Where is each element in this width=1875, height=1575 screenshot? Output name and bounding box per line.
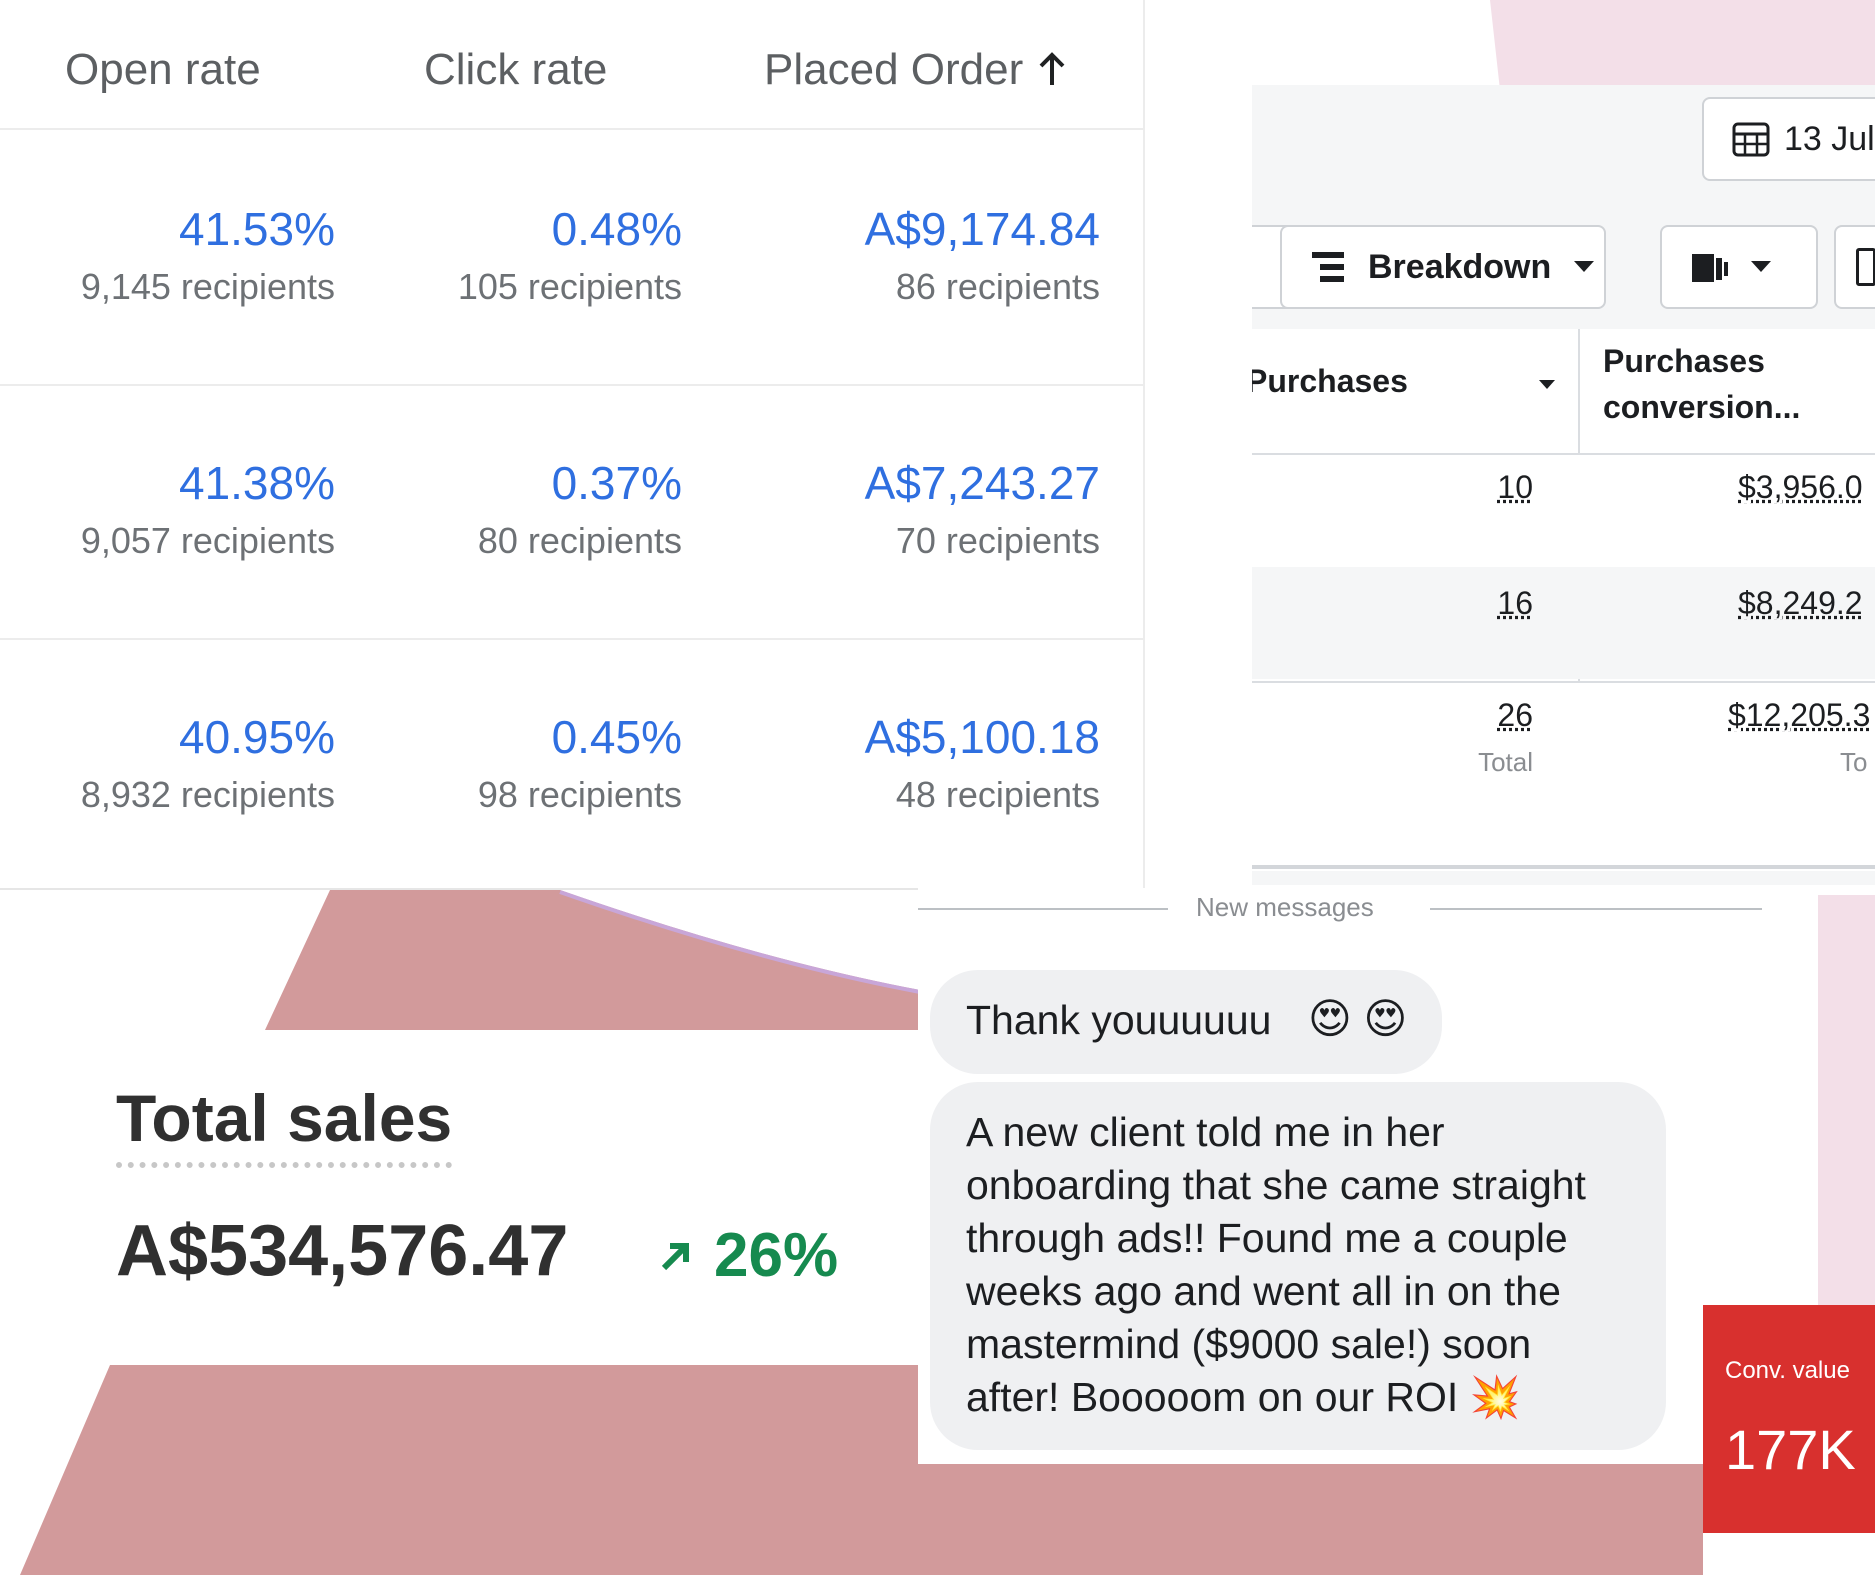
open-rate-header[interactable]: Open rate (65, 45, 261, 94)
table-row[interactable]: 10 $3,956.0 (1252, 455, 1875, 567)
table-row[interactable]: 41.38% 9,057 recipients 0.37% 80 recipie… (0, 384, 1143, 640)
conversion-value[interactable]: $8,249.2 (1738, 585, 1863, 621)
calendar-icon (1732, 122, 1770, 157)
placed-order-value[interactable]: A$5,100.18 (864, 711, 1100, 763)
message-bubble[interactable]: A new client told me in her onboarding t… (930, 1082, 1666, 1450)
purchases-value[interactable]: 16 (1497, 585, 1533, 621)
click-recipients: 105 recipients (457, 266, 682, 307)
message-line: onboarding that she came straight (966, 1162, 1586, 1208)
divider-line-right (1430, 908, 1762, 910)
order-recipients: 70 recipients (895, 520, 1100, 561)
open-rate-value[interactable]: 41.38% (178, 457, 335, 509)
placed-order-header-label: Placed Order (764, 45, 1024, 94)
table-row[interactable]: 40.95% 8,932 recipients 0.45% 98 recipie… (0, 638, 1143, 892)
message-line: after! Booooom on our ROI 💥 (966, 1371, 1586, 1424)
conversion-total[interactable]: $12,205.3 (1728, 697, 1871, 733)
rose-shape-mid (265, 890, 920, 1030)
message-bubble[interactable]: Thank youuuuuu 😍 😍 (930, 970, 1442, 1074)
click-recipients: 80 recipients (477, 520, 682, 561)
lilac-curve (559, 890, 921, 994)
open-recipients: 9,145 recipients (80, 266, 335, 307)
breakdown-icon (1312, 252, 1344, 282)
table-header: Purchases Purchases conversion... (1252, 329, 1875, 869)
message-text: Thank youuuuuu (966, 997, 1272, 1043)
breakdown-button[interactable]: Breakdown (1280, 225, 1606, 309)
open-rate-value[interactable]: 40.95% (178, 711, 335, 763)
table-header: Open rate Click rate Placed Order (0, 0, 1143, 130)
order-recipients: 48 recipients (895, 774, 1100, 815)
total-label: Total (1478, 747, 1533, 777)
date-range-button[interactable]: 13 Jul (1702, 97, 1875, 181)
pink-shape-top (1490, 0, 1875, 90)
message-text: A new client told me in her onboarding t… (966, 1106, 1586, 1424)
collision-emoji-icon: 💥 (1469, 1374, 1521, 1420)
conversion-value-number: 177K (1725, 1418, 1856, 1481)
date-range-label: 13 Jul (1784, 119, 1875, 158)
conversion-column-header-line2[interactable]: conversion... (1603, 389, 1801, 425)
chevron-down-icon (1574, 261, 1595, 272)
total-sales-title[interactable]: Total sales (116, 1080, 453, 1168)
click-recipients: 98 recipients (477, 774, 682, 815)
open-recipients: 8,932 recipients (80, 774, 335, 815)
heart-eyes-emoji-icon: 😍 😍 (1308, 995, 1408, 1042)
pink-shape-right (1812, 895, 1875, 1315)
purchases-column-header[interactable]: Purchases (1252, 363, 1408, 399)
open-rate-value[interactable]: 41.53% (178, 203, 335, 255)
export-button[interactable] (1834, 225, 1875, 309)
placed-order-header[interactable]: Placed Order (764, 45, 1067, 95)
order-recipients: 86 recipients (895, 266, 1100, 307)
breakdown-label: Breakdown (1368, 247, 1552, 286)
email-metrics-table: Open rate Click rate Placed Order 41.53%… (0, 0, 1145, 890)
rose-shape-bottom (20, 1365, 1703, 1575)
chevron-down-icon (1751, 261, 1771, 272)
new-messages-divider: New messages (1196, 892, 1374, 922)
message-line: A new client told me in her (966, 1109, 1445, 1155)
table-total-row: 26 Total $12,205.3 To (1252, 681, 1875, 871)
open-recipients: 9,057 recipients (80, 520, 335, 561)
message-line: weeks ago and went all in on the (966, 1268, 1561, 1314)
divider-line-left (918, 908, 1168, 910)
purchases-total[interactable]: 26 (1497, 697, 1533, 733)
table-row[interactable]: 41.53% 9,145 recipients 0.48% 105 recipi… (0, 130, 1143, 386)
table-row[interactable]: 16 $8,249.2 (1252, 567, 1875, 679)
trend-up-icon (661, 1243, 689, 1271)
conversion-value-card: Conv. value 177K (1703, 1305, 1875, 1533)
message-line: mastermind ($9000 sale!) soon (966, 1321, 1532, 1367)
purchases-value[interactable]: 10 (1497, 469, 1533, 505)
click-rate-value[interactable]: 0.45% (551, 711, 682, 763)
click-rate-value[interactable]: 0.48% (551, 203, 682, 255)
conversion-value-label: Conv. value (1725, 1357, 1850, 1384)
message-line: through ads!! Found me a couple (966, 1215, 1568, 1261)
conversion-column-header-line1[interactable]: Purchases (1603, 343, 1765, 379)
arrow-up-icon (1039, 52, 1065, 85)
columns-button[interactable] (1660, 225, 1818, 309)
click-rate-header[interactable]: Click rate (424, 45, 608, 94)
conversion-value[interactable]: $3,956.0 (1738, 469, 1863, 505)
horizontal-scrollbar[interactable] (1252, 865, 1875, 869)
placed-order-value[interactable]: A$9,174.84 (864, 203, 1100, 255)
ads-results-table: Purchases Purchases conversion... 10 $3,… (1252, 329, 1875, 871)
columns-icon (1692, 254, 1728, 282)
total-sales-value: A$534,576.47 (116, 1211, 569, 1291)
click-rate-value[interactable]: 0.37% (551, 457, 682, 509)
message-line-text: after! Booooom on our ROI (966, 1374, 1459, 1420)
total-sales-change: 26% (714, 1221, 839, 1290)
placed-order-value[interactable]: A$7,243.27 (864, 457, 1100, 509)
total-label-cut: To (1840, 747, 1868, 777)
ads-manager-panel: 13 Jul Breakdown Purchases Purchases (1252, 85, 1875, 885)
total-sales-card: Total sales A$534,576.47 26% (50, 1030, 930, 1360)
messages-panel: New messages Thank youuuuuu 😍 😍 A new cl… (918, 888, 1818, 1464)
chevron-down-icon[interactable] (1538, 379, 1556, 391)
export-icon (1856, 248, 1875, 286)
